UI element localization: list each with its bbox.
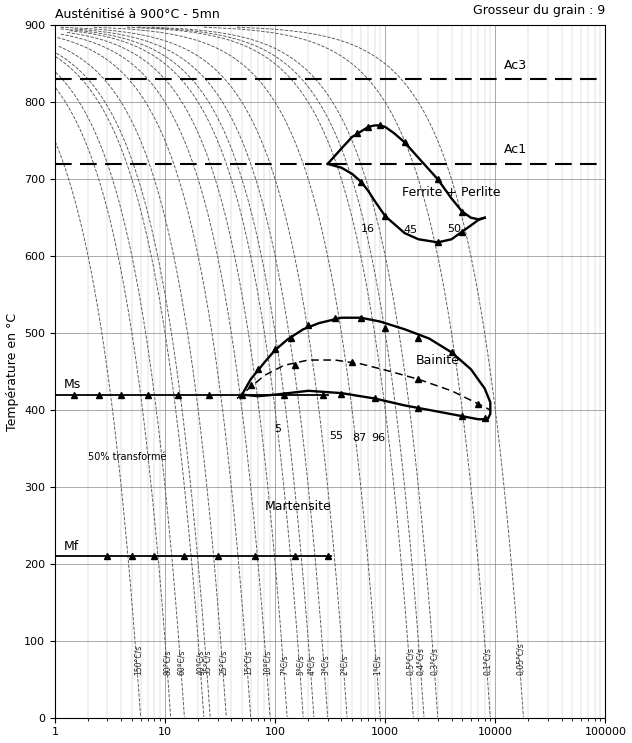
- Text: 2°C/s: 2°C/s: [340, 655, 349, 675]
- Text: 50% transformé: 50% transformé: [88, 452, 167, 462]
- Text: 87: 87: [352, 433, 367, 443]
- Text: Ac1: Ac1: [504, 143, 527, 156]
- Text: 0,5°C/s: 0,5°C/s: [406, 648, 415, 675]
- Text: 10°C/s: 10°C/s: [263, 650, 272, 675]
- Text: 0,1°C/s: 0,1°C/s: [483, 648, 492, 675]
- Text: 3°C/s: 3°C/s: [320, 655, 329, 675]
- Text: Bainite: Bainite: [416, 354, 459, 367]
- Text: Mf: Mf: [64, 540, 79, 553]
- Text: Austénitisé à 900°C - 5mn: Austénitisé à 900°C - 5mn: [55, 8, 220, 22]
- Text: 150°C/s: 150°C/s: [133, 645, 142, 675]
- Text: 0,3°C/s: 0,3°C/s: [430, 648, 439, 675]
- Text: 50: 50: [447, 224, 461, 233]
- Text: 5°C/s: 5°C/s: [296, 655, 305, 675]
- Text: 45: 45: [404, 225, 418, 235]
- Text: 5: 5: [274, 424, 281, 434]
- Text: 96: 96: [372, 433, 386, 443]
- Text: 15°C/s: 15°C/s: [243, 650, 253, 675]
- Text: Grosseur du grain : 9: Grosseur du grain : 9: [473, 4, 605, 17]
- Text: 0,05°C/s: 0,05°C/s: [516, 643, 525, 675]
- Text: 25°C/s: 25°C/s: [219, 650, 228, 675]
- Text: 80°C/s: 80°C/s: [164, 650, 173, 675]
- Text: Ms: Ms: [64, 378, 81, 392]
- Text: 4°C/s: 4°C/s: [307, 655, 316, 675]
- Text: 35°C/s: 35°C/s: [203, 650, 212, 675]
- Text: 55: 55: [329, 431, 343, 441]
- Text: 40°C/s: 40°C/s: [197, 650, 205, 675]
- Text: 1°C/s: 1°C/s: [373, 655, 382, 675]
- Text: 0,4°C/s: 0,4°C/s: [416, 648, 426, 675]
- Text: Martensite: Martensite: [264, 500, 331, 513]
- Y-axis label: Température en °C: Température en °C: [6, 313, 18, 431]
- Text: 60°C/s: 60°C/s: [177, 650, 186, 675]
- Text: 16: 16: [362, 224, 375, 233]
- Text: Ac3: Ac3: [504, 59, 527, 71]
- Text: Ferrite + Perlite: Ferrite + Perlite: [403, 186, 501, 199]
- Text: 7°C/s: 7°C/s: [280, 655, 289, 675]
